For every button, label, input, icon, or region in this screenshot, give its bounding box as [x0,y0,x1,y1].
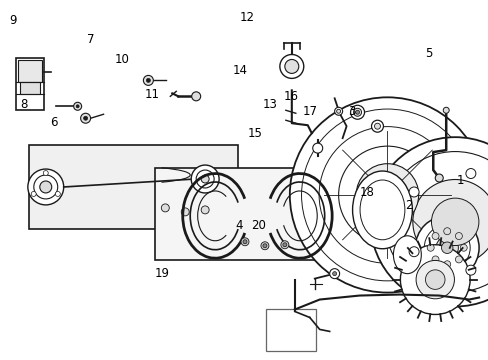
Bar [18,60,41,82]
Circle shape [83,116,87,120]
Circle shape [334,107,342,115]
Circle shape [427,244,433,251]
Circle shape [414,216,478,280]
Circle shape [454,256,462,263]
Bar [16,58,44,110]
Circle shape [76,105,79,108]
Circle shape [285,59,298,73]
Circle shape [201,175,209,183]
Text: 10: 10 [114,53,129,66]
Circle shape [282,243,286,247]
Circle shape [74,102,81,110]
Circle shape [369,177,404,212]
Text: 7: 7 [87,33,95,46]
Circle shape [412,180,488,264]
Circle shape [191,92,200,101]
Circle shape [370,137,488,306]
Circle shape [312,143,322,153]
Circle shape [143,75,153,85]
Text: 12: 12 [239,12,254,24]
Bar [155,168,364,260]
Circle shape [415,260,453,299]
Circle shape [425,270,444,289]
Circle shape [355,110,359,114]
Circle shape [442,107,448,113]
Circle shape [40,181,52,193]
Circle shape [465,168,475,179]
Text: 11: 11 [144,88,159,101]
Circle shape [435,237,457,259]
Circle shape [350,105,364,119]
Circle shape [434,174,442,182]
Circle shape [441,242,452,253]
Circle shape [191,165,219,193]
Circle shape [146,78,150,82]
Bar [265,310,315,351]
Text: 20: 20 [250,219,265,233]
Circle shape [280,241,288,249]
Circle shape [34,175,58,199]
Text: 19: 19 [155,267,170,280]
Circle shape [241,238,248,246]
Circle shape [400,245,469,315]
Circle shape [332,272,336,276]
Text: 6: 6 [50,116,57,129]
Circle shape [81,113,90,123]
Circle shape [374,123,380,129]
Circle shape [408,187,418,197]
Circle shape [43,171,48,176]
Circle shape [263,244,266,248]
Text: 3: 3 [347,105,355,118]
Circle shape [408,247,418,257]
Circle shape [443,228,450,235]
Circle shape [161,204,169,212]
Circle shape [243,240,246,244]
Circle shape [371,120,383,132]
Text: 8: 8 [20,98,28,111]
Text: 4: 4 [234,219,242,233]
Circle shape [196,170,214,188]
Circle shape [201,206,209,214]
Circle shape [329,269,339,279]
Circle shape [336,109,340,113]
Circle shape [355,164,418,226]
Ellipse shape [393,236,421,274]
Circle shape [465,265,475,275]
Text: 15: 15 [247,127,262,140]
Text: 18: 18 [359,186,374,199]
Circle shape [430,198,478,246]
Text: 16: 16 [283,90,298,103]
Bar [20,82,40,94]
Circle shape [289,97,484,293]
Circle shape [454,233,462,239]
Text: 13: 13 [262,98,277,111]
Circle shape [181,208,189,216]
Text: 17: 17 [302,105,317,118]
Text: 1: 1 [456,174,464,186]
Circle shape [431,256,438,263]
Circle shape [31,192,36,197]
Text: 14: 14 [233,64,247,77]
Circle shape [28,169,63,205]
Circle shape [431,233,438,239]
Text: 2: 2 [405,199,412,212]
Circle shape [353,108,361,116]
Circle shape [443,261,450,268]
Circle shape [55,192,60,197]
Text: 5: 5 [424,47,431,60]
Circle shape [279,54,303,78]
Text: 9: 9 [9,14,17,27]
Circle shape [261,242,268,250]
Bar [29,145,238,229]
Circle shape [459,244,466,251]
Ellipse shape [352,171,411,249]
